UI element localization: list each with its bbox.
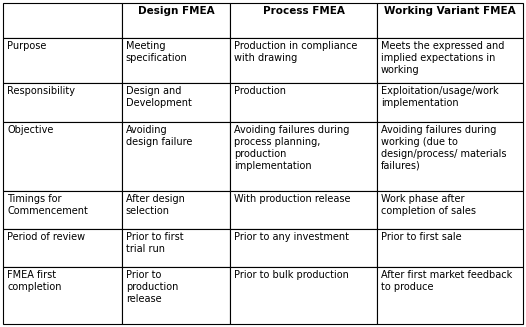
Text: Prior to any investment: Prior to any investment [235,232,349,242]
Bar [230,3,377,38]
Text: Production: Production [235,86,286,96]
Bar [377,229,523,267]
Bar [122,122,230,191]
Bar [377,3,523,38]
Bar [3,267,122,324]
Bar [230,267,377,324]
Bar [122,38,230,83]
Text: Avoiding failures during
working (due to
design/process/ materials
failures): Avoiding failures during working (due to… [381,125,506,171]
Text: Avoiding
design failure: Avoiding design failure [126,125,192,146]
Text: Meeting
specification: Meeting specification [126,41,187,63]
Text: Prior to bulk production: Prior to bulk production [235,270,349,281]
Text: Objective: Objective [7,125,53,134]
Text: Purpose: Purpose [7,41,46,51]
Bar [377,38,523,83]
Bar [122,3,230,38]
Bar [377,267,523,324]
Bar [230,83,377,122]
Text: Design FMEA: Design FMEA [138,6,214,16]
Bar [3,191,122,229]
Text: Prior to
production
release: Prior to production release [126,270,178,304]
Bar [3,122,122,191]
Text: After first market feedback
to produce: After first market feedback to produce [381,270,512,292]
Bar [122,229,230,267]
Bar [230,229,377,267]
Text: Timings for
Commencement: Timings for Commencement [7,194,88,216]
Text: Process FMEA: Process FMEA [262,6,345,16]
Text: Prior to first
trial run: Prior to first trial run [126,232,183,254]
Text: Avoiding failures during
process planning,
production
implementation: Avoiding failures during process plannin… [235,125,350,171]
Text: Production in compliance
with drawing: Production in compliance with drawing [235,41,358,63]
Bar [3,38,122,83]
Bar [230,191,377,229]
Bar [377,191,523,229]
Bar [3,229,122,267]
Text: Prior to first sale: Prior to first sale [381,232,461,242]
Text: After design
selection: After design selection [126,194,185,216]
Text: FMEA first
completion: FMEA first completion [7,270,62,292]
Text: Period of review: Period of review [7,232,85,242]
Text: Design and
Development: Design and Development [126,86,191,108]
Text: Responsibility: Responsibility [7,86,75,96]
Text: Exploitation/usage/work
implementation: Exploitation/usage/work implementation [381,86,498,108]
Bar [122,267,230,324]
Text: Meets the expressed and
implied expectations in
working: Meets the expressed and implied expectat… [381,41,504,75]
Bar [122,83,230,122]
Text: Work phase after
completion of sales: Work phase after completion of sales [381,194,476,216]
Text: With production release: With production release [235,194,351,204]
Bar [3,3,122,38]
Bar [122,191,230,229]
Bar [3,83,122,122]
Bar [230,122,377,191]
Bar [377,83,523,122]
Bar [230,38,377,83]
Text: Working Variant FMEA: Working Variant FMEA [384,6,515,16]
Bar [377,122,523,191]
